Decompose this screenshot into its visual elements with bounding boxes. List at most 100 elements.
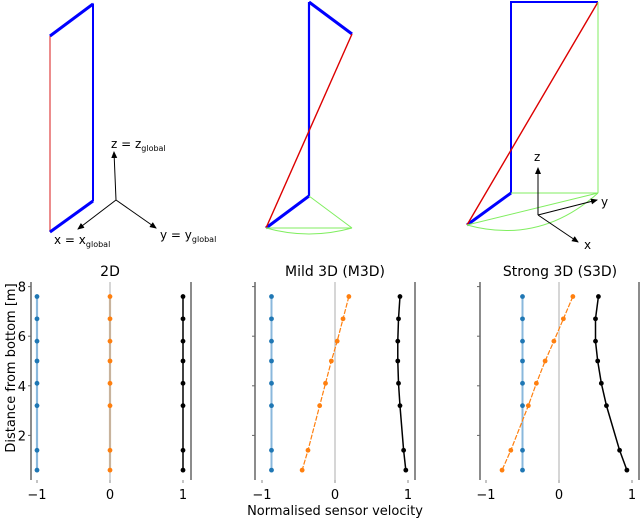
blue-bottom-edge: [49, 199, 94, 234]
series-blue: [520, 294, 525, 473]
data-point: [624, 467, 630, 473]
data-point: [340, 316, 346, 322]
data-point: [596, 294, 601, 299]
data-point: [499, 467, 505, 473]
y-tick-label: 2: [18, 429, 26, 444]
z-axis-label: z: [534, 150, 540, 164]
data-point: [34, 358, 40, 364]
data-point: [520, 380, 525, 386]
data-point: [317, 403, 323, 409]
blue-frame: [510, 1, 598, 193]
data-point: [520, 294, 525, 299]
data-point: [269, 380, 274, 386]
data-point: [395, 338, 401, 344]
data-point: [34, 380, 40, 386]
green-edge: [308, 195, 353, 229]
data-point: [560, 316, 566, 322]
data-point: [107, 338, 113, 344]
green-arc: [265, 227, 353, 235]
data-point: [34, 338, 40, 344]
red-diagonal: [466, 1, 599, 226]
data-point: [403, 467, 409, 473]
series-blue: [34, 294, 40, 473]
data-point: [34, 294, 40, 299]
blue-top-edge: [308, 0, 353, 36]
data-point: [34, 447, 40, 453]
x-tick-label: −1: [252, 488, 271, 503]
panel-title: 2D: [100, 264, 120, 280]
data-point: [269, 467, 274, 473]
series-orange: [499, 294, 576, 473]
series-black: [395, 294, 409, 473]
data-point: [107, 380, 113, 386]
data-point: [180, 294, 186, 299]
series-black: [593, 294, 630, 473]
data-point: [334, 338, 340, 344]
data-point: [593, 316, 598, 322]
blue-bottom-edge: [466, 191, 512, 227]
data-point: [520, 338, 525, 344]
plot-panel-2: Mild 3D (M3D) −1 0 1: [252, 264, 416, 503]
data-point: [34, 316, 40, 322]
data-point: [180, 467, 186, 473]
x-tick-label: 0: [331, 488, 339, 503]
data-point: [401, 447, 407, 453]
x-axis-title: Normalised sensor velocity: [247, 504, 423, 519]
data-point: [346, 294, 352, 299]
data-point: [269, 447, 274, 453]
data-point: [570, 294, 576, 299]
y-tick-label: 8: [18, 281, 26, 296]
data-point: [180, 338, 186, 344]
data-point: [107, 294, 113, 299]
data-point: [269, 338, 274, 344]
data-point: [598, 380, 604, 386]
data-point: [520, 316, 525, 322]
data-point: [396, 316, 401, 322]
blue-top-edge: [49, 2, 94, 38]
x-tick-label: 0: [106, 488, 114, 503]
blue-frame: [49, 2, 94, 233]
data-point: [520, 358, 525, 364]
data-point: [520, 403, 525, 409]
panel-title: Mild 3D (M3D): [285, 264, 385, 280]
data-point: [180, 358, 186, 364]
y-axis-title: Distance from bottom [m]: [4, 283, 19, 452]
diagram-s3d: z y x: [466, 1, 608, 252]
data-point: [397, 294, 403, 299]
data-point: [299, 467, 305, 473]
data-point: [525, 403, 531, 409]
data-point: [269, 316, 274, 322]
data-point: [107, 316, 113, 322]
data-point: [180, 403, 186, 409]
panel-title: Strong 3D (S3D): [503, 264, 617, 280]
data-point: [34, 467, 40, 473]
x-tick-label: −1: [476, 488, 495, 503]
data-point: [34, 403, 40, 409]
data-point: [107, 447, 113, 453]
x-tick-label: −1: [27, 488, 46, 503]
axes-triad-icon: [535, 167, 598, 243]
data-point: [604, 403, 609, 409]
plot-panel-1: 2D −1 0 1 2 4 6 8: [18, 264, 192, 503]
data-point: [269, 294, 274, 299]
data-point: [520, 447, 525, 453]
data-point: [508, 447, 514, 453]
green-diagonal-base: [466, 192, 599, 226]
data-point: [542, 358, 548, 364]
x-axis-label: x = xglobal: [54, 233, 110, 249]
z-axis-label: z = zglobal: [111, 137, 166, 153]
blue-bottom-edge: [265, 194, 310, 230]
x-tick-label: 1: [179, 488, 187, 503]
data-point: [328, 358, 334, 364]
series-blue: [269, 294, 274, 473]
data-point: [107, 467, 113, 473]
x-axis-label: x: [584, 238, 591, 252]
data-point: [533, 380, 539, 386]
data-point: [323, 380, 328, 386]
data-point: [269, 403, 274, 409]
red-diagonal: [265, 33, 353, 229]
y-tick-label: 4: [18, 380, 26, 395]
data-point: [551, 338, 557, 344]
